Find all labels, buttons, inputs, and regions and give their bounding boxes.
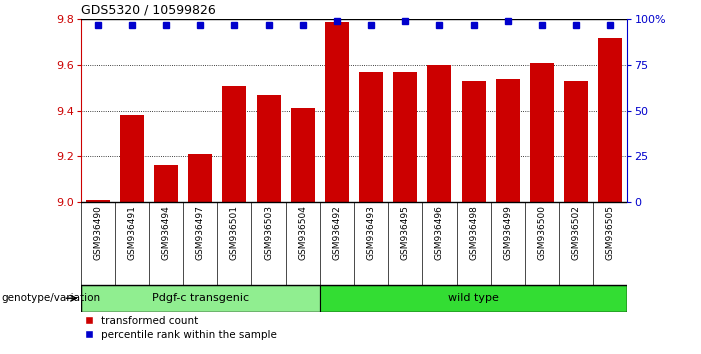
- Legend: transformed count, percentile rank within the sample: transformed count, percentile rank withi…: [81, 312, 282, 344]
- Text: wild type: wild type: [448, 293, 499, 303]
- Bar: [291, 108, 315, 202]
- Bar: [320, 285, 627, 312]
- Text: GSM936492: GSM936492: [332, 205, 341, 260]
- Text: genotype/variation: genotype/variation: [1, 293, 100, 303]
- Text: GSM936500: GSM936500: [538, 205, 547, 260]
- Text: GSM936497: GSM936497: [196, 205, 205, 260]
- Bar: [564, 81, 588, 202]
- Bar: [325, 22, 349, 202]
- Text: GSM936496: GSM936496: [435, 205, 444, 260]
- Text: Pdgf-c transgenic: Pdgf-c transgenic: [151, 293, 249, 303]
- Bar: [86, 200, 109, 202]
- Bar: [393, 72, 417, 202]
- Text: GSM936490: GSM936490: [93, 205, 102, 260]
- Bar: [120, 115, 144, 202]
- Text: GSM936495: GSM936495: [401, 205, 410, 260]
- Text: GDS5320 / 10599826: GDS5320 / 10599826: [81, 4, 215, 17]
- Text: GSM936503: GSM936503: [264, 205, 273, 260]
- Bar: [428, 65, 451, 202]
- Bar: [81, 285, 320, 312]
- Bar: [359, 72, 383, 202]
- Bar: [599, 38, 622, 202]
- Text: GSM936493: GSM936493: [367, 205, 376, 260]
- Bar: [257, 95, 280, 202]
- Bar: [496, 79, 519, 202]
- Bar: [189, 154, 212, 202]
- Text: GSM936504: GSM936504: [298, 205, 307, 260]
- Text: GSM936502: GSM936502: [571, 205, 580, 260]
- Bar: [154, 165, 178, 202]
- Text: GSM936498: GSM936498: [469, 205, 478, 260]
- Bar: [222, 86, 246, 202]
- Bar: [530, 63, 554, 202]
- Text: GSM936501: GSM936501: [230, 205, 239, 260]
- Text: GSM936505: GSM936505: [606, 205, 615, 260]
- Text: GSM936499: GSM936499: [503, 205, 512, 260]
- Text: GSM936494: GSM936494: [161, 205, 170, 260]
- Bar: [462, 81, 486, 202]
- Text: GSM936491: GSM936491: [128, 205, 137, 260]
